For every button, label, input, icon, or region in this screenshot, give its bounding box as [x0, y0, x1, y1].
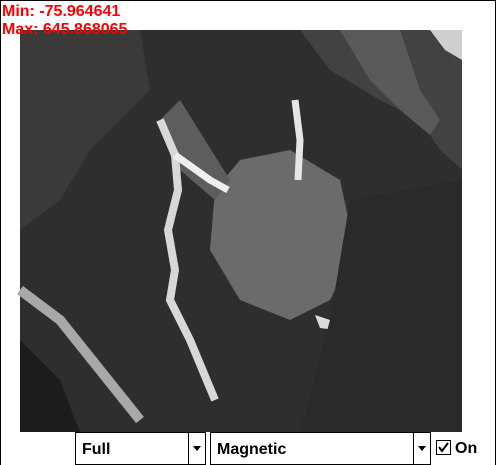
range-value: Full	[82, 441, 110, 459]
min-label: Min: -75.964641	[2, 3, 120, 21]
channel-value: Magnetic	[217, 441, 286, 459]
magnetic-image	[0, 0, 496, 465]
checkbox[interactable]	[436, 440, 451, 455]
checkbox-label: On	[455, 440, 477, 458]
dropdown-button[interactable]	[413, 433, 430, 464]
channel-dropdown[interactable]: Magnetic	[210, 432, 431, 465]
range-dropdown[interactable]: Full	[75, 432, 206, 465]
max-label: Max: 645.868065	[2, 21, 127, 39]
viewer-window: Min: -75.964641 Max: 645.868065 Full Mag…	[0, 0, 496, 465]
dropdown-button[interactable]	[188, 433, 205, 464]
